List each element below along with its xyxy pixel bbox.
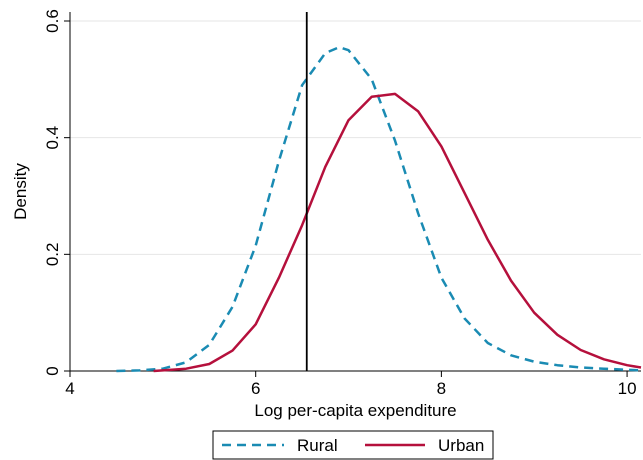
x-tick-label-2: 8	[437, 379, 446, 398]
series-line-urban	[153, 92, 642, 373]
x-axis-title: Log per-capita expenditure	[254, 401, 456, 420]
y-tick-label-0: 0	[43, 366, 62, 375]
axis-ticks: 4 6 8 10 0 0.2 0.4 0.6	[43, 9, 637, 398]
series-line-rural	[116, 45, 642, 373]
x-tick-label-3: 10	[618, 379, 637, 398]
y-tick-label-3: 0.6	[43, 9, 62, 33]
x-tick-label-1: 6	[251, 379, 260, 398]
y-tick-label-2: 0.4	[43, 126, 62, 150]
legend-label-rural: Rural	[297, 436, 338, 455]
y-axis-title: Density	[11, 163, 30, 220]
legend: Rural Urban	[212, 430, 494, 460]
legend-label-urban: Urban	[438, 436, 484, 455]
series-layer	[116, 45, 642, 373]
x-tick-label-0: 4	[65, 379, 74, 398]
grid-lines	[70, 20, 641, 372]
y-tick-label-1: 0.2	[43, 243, 62, 267]
